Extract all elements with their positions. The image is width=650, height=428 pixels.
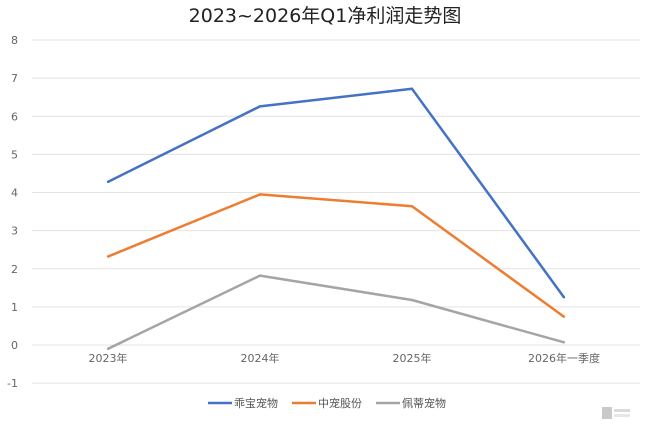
series-line-1 <box>107 193 565 318</box>
y-tick-label: 4 <box>11 187 18 200</box>
data-point <box>258 274 262 277</box>
data-point <box>106 347 110 351</box>
y-tick-label: 0 <box>11 339 18 352</box>
data-point <box>562 315 566 318</box>
legend-label: 佩蒂宠物 <box>402 396 446 410</box>
y-tick-label: 6 <box>11 110 18 123</box>
data-point <box>410 205 414 208</box>
y-tick-label: 7 <box>11 72 18 85</box>
data-point <box>562 341 566 344</box>
data-point <box>106 180 110 184</box>
data-point <box>258 193 262 196</box>
x-tick-label: 2026年一季度 <box>528 351 600 365</box>
y-tick-label: 1 <box>11 301 18 314</box>
data-point <box>410 298 414 302</box>
y-tick-label: 5 <box>11 148 18 161</box>
watermark-logo <box>602 404 630 419</box>
x-tick-label: 2025年 <box>393 351 432 365</box>
data-point <box>258 105 262 108</box>
y-tick-label: 2 <box>11 263 18 276</box>
legend-label: 中宠股份 <box>318 396 362 410</box>
data-point <box>410 87 414 91</box>
chart-title: 2023~2026年Q1净利润走势图 <box>189 5 462 27</box>
data-point <box>106 255 110 258</box>
x-tick-label: 2023年 <box>89 351 128 365</box>
data-point <box>562 296 566 299</box>
legend-label: 乖宝宠物 <box>234 396 278 410</box>
x-tick-label: 2024年 <box>241 351 280 365</box>
y-tick-label: -1 <box>7 377 18 390</box>
y-tick-label: 3 <box>11 225 18 238</box>
series-line-0 <box>107 87 566 299</box>
y-tick-label: 8 <box>11 34 18 47</box>
series-line-2 <box>107 274 565 350</box>
